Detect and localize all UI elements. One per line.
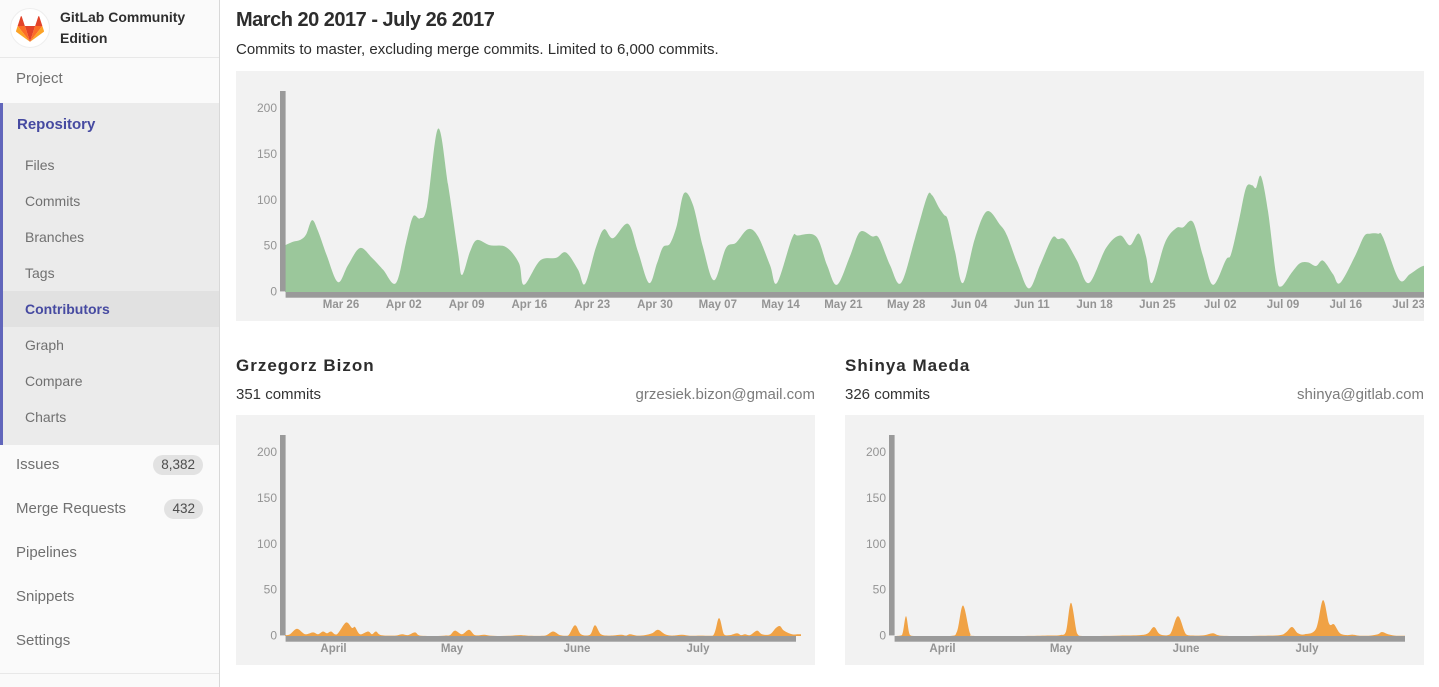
svg-text:June: June bbox=[1173, 643, 1200, 655]
svg-text:Jun 11: Jun 11 bbox=[1014, 299, 1050, 311]
svg-text:100: 100 bbox=[257, 537, 277, 551]
svg-text:June: June bbox=[564, 643, 591, 655]
svg-text:0: 0 bbox=[879, 628, 886, 642]
svg-text:May 07: May 07 bbox=[699, 299, 737, 311]
svg-text:Apr 16: Apr 16 bbox=[512, 299, 548, 311]
svg-text:200: 200 bbox=[866, 445, 886, 459]
svg-text:May: May bbox=[441, 643, 464, 655]
svg-text:0: 0 bbox=[270, 628, 277, 642]
svg-text:May 21: May 21 bbox=[824, 299, 863, 311]
svg-text:0: 0 bbox=[270, 284, 277, 298]
svg-text:May 28: May 28 bbox=[887, 299, 926, 311]
svg-text:Apr 02: Apr 02 bbox=[386, 299, 422, 311]
svg-text:100: 100 bbox=[257, 193, 277, 207]
svg-text:Jul 23: Jul 23 bbox=[1392, 299, 1424, 311]
svg-text:April: April bbox=[929, 643, 955, 655]
svg-text:Jul 02: Jul 02 bbox=[1204, 299, 1237, 311]
svg-text:150: 150 bbox=[257, 147, 277, 161]
svg-text:Apr 09: Apr 09 bbox=[449, 299, 485, 311]
svg-text:Jun 04: Jun 04 bbox=[951, 299, 988, 311]
svg-text:Jul 16: Jul 16 bbox=[1329, 299, 1362, 311]
svg-text:50: 50 bbox=[264, 239, 278, 253]
svg-text:May: May bbox=[1050, 643, 1073, 655]
svg-text:April: April bbox=[320, 643, 346, 655]
svg-text:Jun 18: Jun 18 bbox=[1076, 299, 1113, 311]
svg-text:50: 50 bbox=[873, 583, 887, 597]
svg-text:Apr 30: Apr 30 bbox=[637, 299, 673, 311]
svg-text:Jul 09: Jul 09 bbox=[1267, 299, 1300, 311]
svg-text:100: 100 bbox=[866, 537, 886, 551]
svg-text:Apr 23: Apr 23 bbox=[574, 299, 610, 311]
svg-text:200: 200 bbox=[257, 445, 277, 459]
svg-text:Mar 26: Mar 26 bbox=[323, 299, 359, 311]
svg-text:200: 200 bbox=[257, 101, 277, 115]
svg-text:July: July bbox=[1295, 643, 1319, 655]
svg-text:150: 150 bbox=[866, 491, 886, 505]
svg-text:May 14: May 14 bbox=[761, 299, 800, 311]
svg-text:150: 150 bbox=[257, 491, 277, 505]
svg-text:July: July bbox=[686, 643, 710, 655]
svg-text:Jun 25: Jun 25 bbox=[1139, 299, 1176, 311]
svg-text:50: 50 bbox=[264, 583, 278, 597]
